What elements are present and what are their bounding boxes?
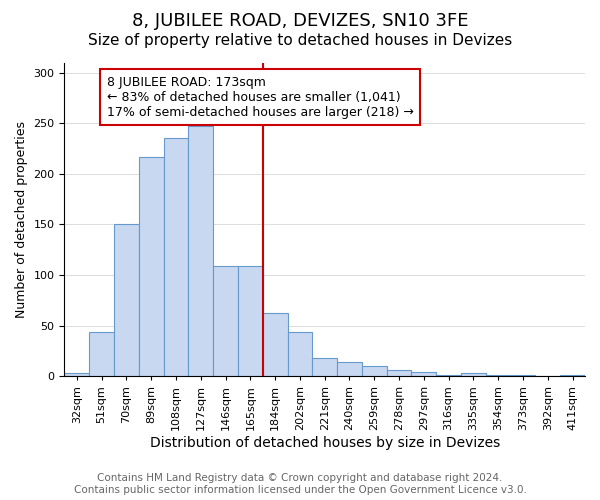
Bar <box>461 374 486 376</box>
Bar <box>412 372 436 376</box>
Bar <box>362 366 386 376</box>
Text: 8, JUBILEE ROAD, DEVIZES, SN10 3FE: 8, JUBILEE ROAD, DEVIZES, SN10 3FE <box>132 12 468 30</box>
Bar <box>238 266 263 376</box>
Text: 8 JUBILEE ROAD: 173sqm
← 83% of detached houses are smaller (1,041)
17% of semi-: 8 JUBILEE ROAD: 173sqm ← 83% of detached… <box>107 76 413 118</box>
Bar <box>213 266 238 376</box>
Bar <box>114 224 139 376</box>
Text: Size of property relative to detached houses in Devizes: Size of property relative to detached ho… <box>88 32 512 48</box>
Bar <box>287 332 313 376</box>
Bar <box>164 138 188 376</box>
Bar <box>89 332 114 376</box>
Bar <box>188 126 213 376</box>
Bar <box>139 156 164 376</box>
Text: Contains HM Land Registry data © Crown copyright and database right 2024.
Contai: Contains HM Land Registry data © Crown c… <box>74 474 526 495</box>
Y-axis label: Number of detached properties: Number of detached properties <box>15 121 28 318</box>
Bar <box>313 358 337 376</box>
Bar <box>386 370 412 376</box>
Bar <box>337 362 362 376</box>
Bar <box>263 312 287 376</box>
Bar <box>64 374 89 376</box>
X-axis label: Distribution of detached houses by size in Devizes: Distribution of detached houses by size … <box>149 436 500 450</box>
